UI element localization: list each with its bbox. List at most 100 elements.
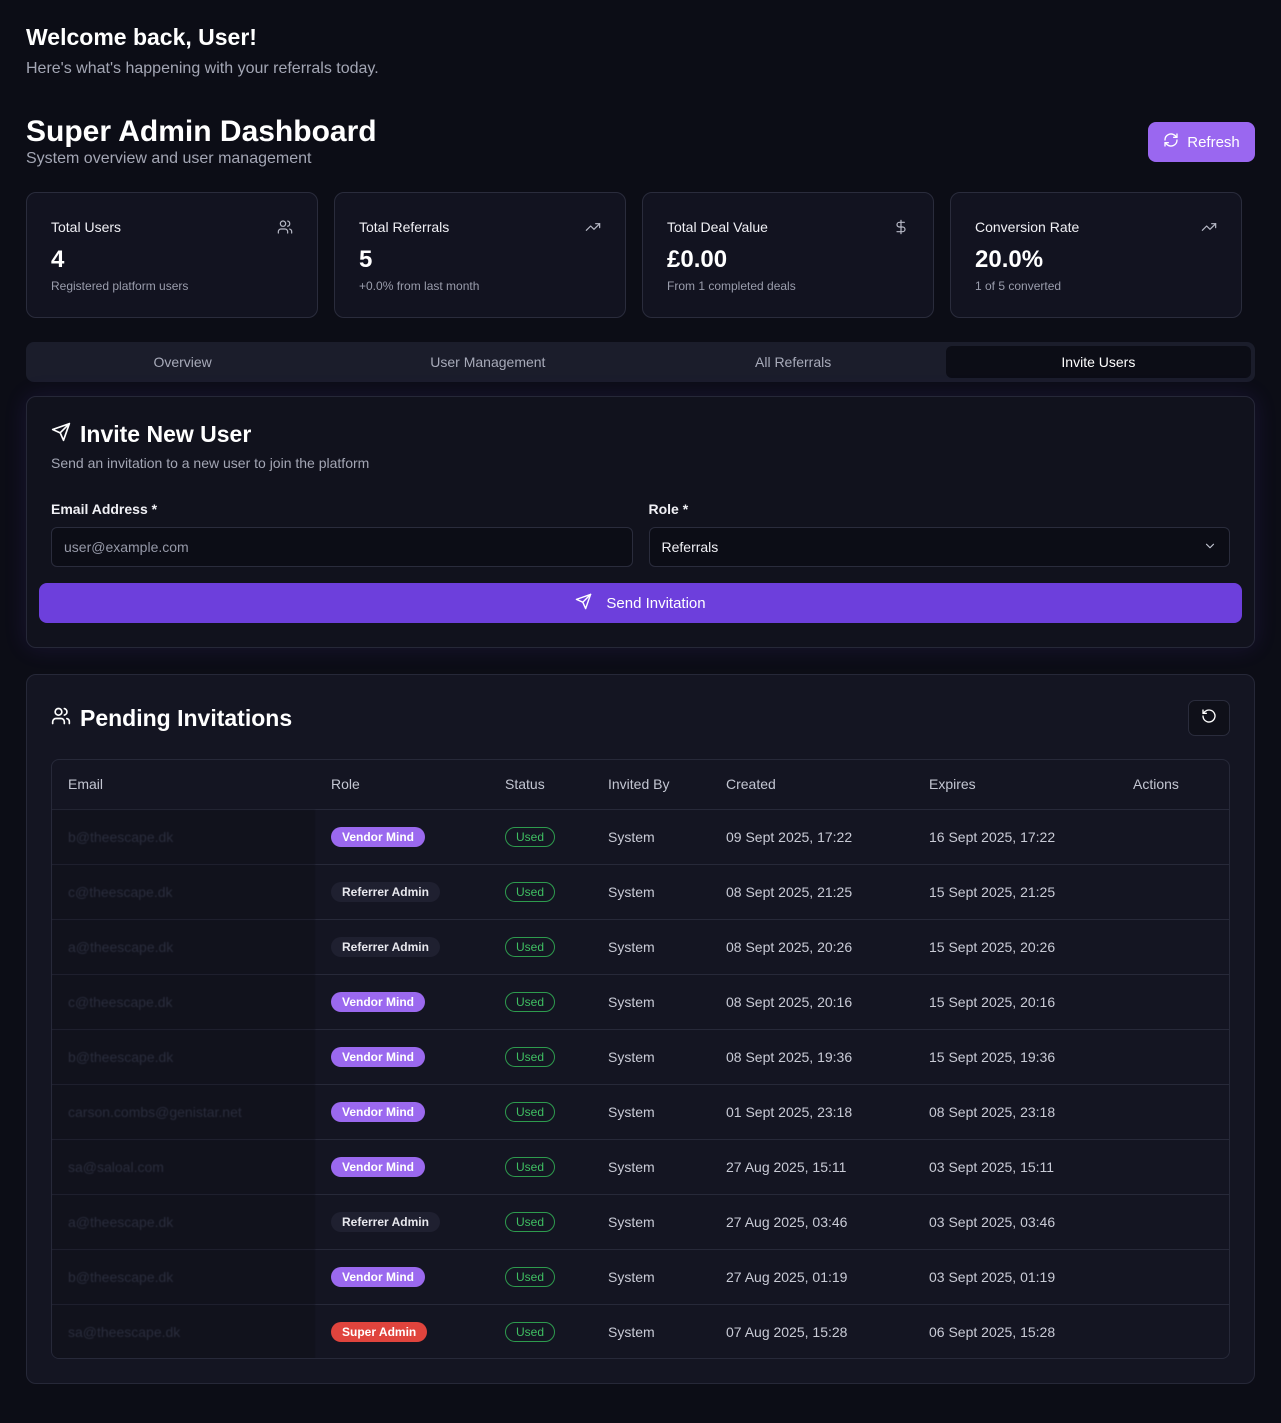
invited-by-cell: System [592,919,710,975]
welcome-subtitle: Here's what's happening with your referr… [26,60,379,77]
role-badge: Super Admin [331,1321,428,1342]
status-badge: Used [505,826,556,847]
email-cell: c@theescape.dk [52,864,315,920]
stat-subtext: Registered platform users [51,279,189,293]
status-cell: Used [489,1194,592,1250]
role-select[interactable]: Referrals [648,527,1230,567]
welcome-section: Welcome back, User! Here's what's happen… [26,0,1255,78]
status-badge: Used [505,1211,556,1232]
pending-invitations-card: Pending Invitations Email Role Status In… [26,674,1255,1384]
email-cell: carson.combs@genistar.net [52,1084,315,1140]
invitations-table: Email Role Status Invited By Created Exp… [52,760,1229,1358]
invite-title: Invite New User [80,421,252,447]
role-badge: Referrer Admin [331,936,440,957]
status-badge: Used [505,1266,556,1287]
expires-cell: 03 Sept 2025, 01:19 [913,1249,1117,1305]
created-cell: 09 Sept 2025, 17:22 [710,809,913,865]
invited-by-cell: System [592,1029,710,1085]
send-invitation-button[interactable]: Send Invitation [39,583,1242,623]
table-row: a@theescape.dk Referrer Admin Used System 08… [52,919,1229,975]
expires-cell: 06 Sept 2025, 15:28 [929,1323,1056,1340]
actions-cell [1117,1029,1229,1085]
tab-user-management[interactable]: User Management [430,354,546,370]
stat-value: 4 [51,246,65,273]
invited-by-cell: System [608,1323,655,1340]
table-row: a@theescape.dk Referrer Admin Used System 27… [52,1194,1229,1250]
role-badge: Vendor Mind [331,1046,425,1067]
chevron-down-icon [1203,539,1217,556]
refresh-label: Refresh [1187,133,1240,151]
stat-subtext: From 1 completed deals [667,279,796,293]
invited-by-cell: System [592,1139,710,1195]
role-column: Role * Referrals [648,501,1230,567]
status-cell: Used [489,1139,592,1195]
invite-card: Invite New User Send an invitation to a … [26,396,1255,648]
actions-cell [1117,1304,1229,1358]
email-cell: sa@saloal.com [52,1139,315,1195]
email-cell: b@theescape.dk [52,1249,315,1305]
role-badge: Vendor Mind [331,826,425,847]
actions-cell [1117,1194,1229,1250]
invited-by-cell: System [592,974,710,1030]
invitations-table-container: Email Role Status Invited By Created Exp… [51,759,1230,1359]
column-header-actions: Actions [1117,760,1229,810]
role-badge: Vendor Mind [331,1101,425,1122]
rotate-icon [1201,708,1217,729]
invite-title-row: Invite New User [51,421,1230,447]
stat-card-total-users: Total Users 4 Registered platform users [26,192,318,318]
role-badge: Vendor Mind [331,991,425,1012]
created-cell: 07 Aug 2025, 15:28 [726,1323,848,1340]
invited-by-cell: System [592,1084,710,1140]
status-badge: Used [505,881,556,902]
created-cell: 27 Aug 2025, 15:11 [710,1139,913,1195]
tab-all-referrals[interactable]: All Referrals [755,354,832,370]
stats-row: Total Users 4 Registered platform users … [26,192,1255,318]
tab-overview[interactable]: Overview [153,354,212,370]
status-cell: Used [489,809,592,865]
email-cell: b@theescape.dk [52,809,315,865]
email-field[interactable] [51,527,633,567]
expires-cell: 03 Sept 2025, 03:46 [913,1194,1117,1250]
stat-title: Total Referrals [359,219,450,235]
role-cell: Vendor Mind [315,1249,489,1305]
table-row: sa@saloal.com Vendor Mind Used System 27 Aug… [52,1139,1229,1195]
expires-cell: 15 Sept 2025, 20:26 [913,919,1117,975]
column-header-created: Created [710,760,913,810]
tab-bar: Overview User Management All Referrals I… [26,342,1255,382]
users-icon [277,219,293,235]
expires-cell: 15 Sept 2025, 19:36 [913,1029,1117,1085]
created-cell: 08 Sept 2025, 21:25 [710,864,913,920]
stat-value: 5 [359,246,373,273]
refresh-icon [1163,132,1179,152]
actions-cell [1117,1084,1229,1140]
status-cell: Used [489,974,592,1030]
column-header-role: Role [315,760,489,810]
invite-form: Email Address * Role * Referrals [51,501,1230,567]
refresh-button[interactable]: Refresh [1148,122,1255,162]
stat-title: Total Users [51,219,122,235]
status-badge: Used [505,936,556,957]
table-row: b@theescape.dk Vendor Mind Used System 27 Au… [52,1249,1229,1305]
status-cell: Used [489,864,592,920]
invitations-table-body: b@theescape.dk Vendor Mind Used System 09 Se… [52,809,1229,1358]
reload-invitations-button[interactable] [1188,700,1230,736]
actions-cell [1117,1139,1229,1195]
status-cell: Used [489,1249,592,1305]
trending-up-icon [585,219,601,235]
created-cell: 27 Aug 2025, 03:46 [710,1194,913,1250]
tab-invite-users[interactable]: Invite Users [945,346,1251,378]
users-icon [51,705,71,731]
send-icon [51,421,71,447]
role-cell: Vendor Mind [315,1029,489,1085]
pending-header: Pending Invitations [51,699,1230,737]
invited-by-cell: System [592,809,710,865]
role-cell: Vendor Mind [315,809,489,865]
status-cell: Used [489,1084,592,1140]
expires-cell: 03 Sept 2025, 15:11 [913,1139,1117,1195]
status-badge: Used [505,991,556,1012]
actions-cell [1117,809,1229,865]
stat-value: 20.0% [975,246,1044,273]
email-cell: a@theescape.dk [52,1194,315,1250]
stat-title: Total Deal Value [667,219,768,235]
email-cell: c@theescape.dk [52,974,315,1030]
